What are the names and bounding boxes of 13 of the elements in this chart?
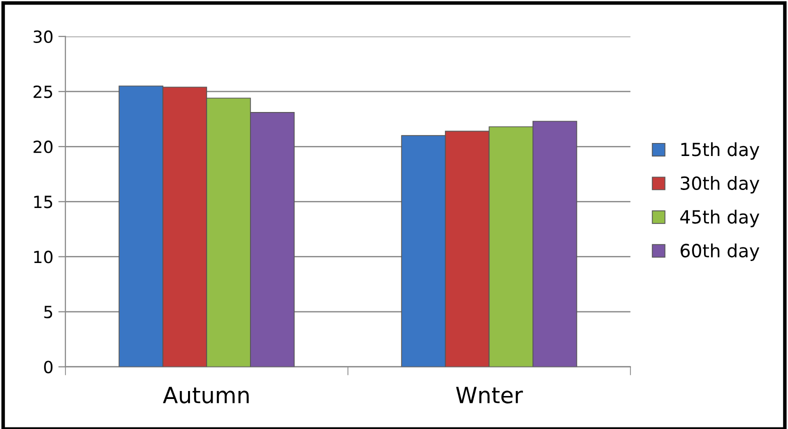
- y-tick-label: 25: [34, 85, 52, 98]
- y-tick-label: 15: [34, 196, 52, 208]
- y-tick-label: 20: [34, 140, 52, 154]
- legend-label: 15th day: [681, 142, 760, 160]
- legend-label: 45th day: [680, 210, 760, 228]
- y-tick-label: 30: [34, 30, 52, 44]
- y-tick-label: 10: [34, 250, 52, 264]
- y-tick-label: 5: [44, 306, 52, 318]
- legend-label: 60th day: [680, 243, 760, 261]
- y-tick-label: 0: [44, 360, 52, 374]
- x-tick-label: Wnter: [456, 386, 523, 404]
- legend-label: 30th day: [680, 176, 760, 194]
- x-tick-label: Autumn: [162, 386, 249, 404]
